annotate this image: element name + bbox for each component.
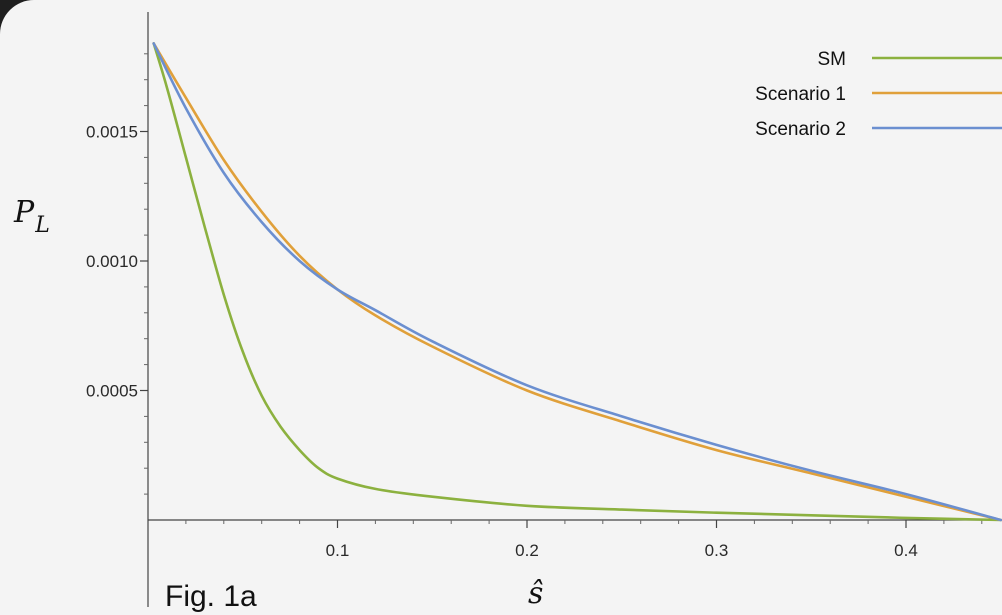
y-axis-title: PL (13, 195, 50, 238)
axes-layer: 0.1 0.2 0.3 0.4 0.0005 0.0010 0.0015 (86, 12, 1002, 607)
legend-label-2: Scenario 1 (755, 84, 846, 105)
series-line-2 (152, 42, 1002, 522)
y-tick-label: 0.0015 (86, 123, 138, 142)
legend-label-3: Scenario 2 (755, 119, 846, 140)
figure-caption: Fig. 1a (165, 580, 257, 613)
y-axis-title-main: P (13, 195, 35, 230)
series-layer (152, 42, 1002, 522)
x-tick-label: 0.4 (894, 541, 918, 560)
x-axis-title: ŝ (528, 576, 543, 611)
y-tick-label: 0.0005 (86, 382, 138, 401)
x-tick-label: 0.1 (326, 541, 350, 560)
legend: SM Scenario 1 Scenario 2 (755, 49, 1002, 140)
x-tick-label: 0.2 (515, 541, 539, 560)
legend-label-1: SM (818, 49, 847, 70)
y-axis-title-subscript: L (34, 213, 50, 238)
x-tick-label: 0.3 (705, 541, 729, 560)
series-line-1 (152, 42, 1002, 522)
y-tick-label: 0.0010 (86, 252, 138, 271)
series-line-3 (152, 42, 1002, 522)
